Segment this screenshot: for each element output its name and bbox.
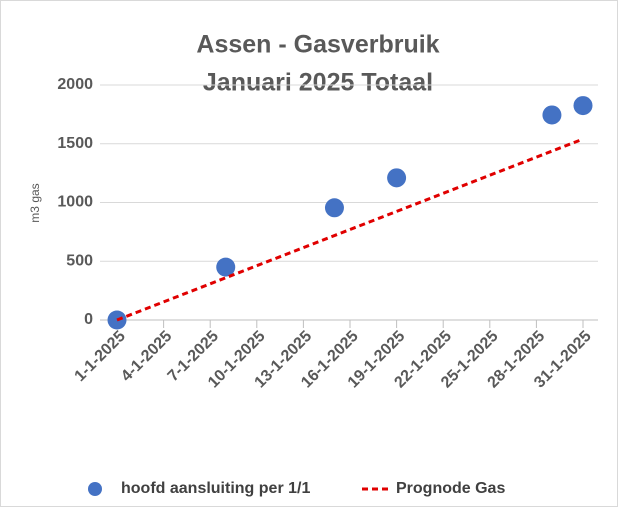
legend-marker	[88, 482, 102, 496]
chart-title: Januari 2025 Totaal	[203, 69, 433, 97]
line	[116, 137, 584, 322]
y-axis-label: m3 gas	[28, 183, 42, 222]
point	[387, 168, 407, 188]
y-tick-label: 2000	[57, 76, 93, 93]
legend-label: hoofd aansluiting per 1/1	[121, 480, 310, 497]
y-tick-label: 1500	[57, 135, 93, 152]
legend-label: Prognode Gas	[396, 480, 505, 497]
chart-title: Assen - Gasverbruik	[196, 31, 439, 59]
y-tick-label: 1000	[57, 194, 93, 211]
point	[573, 96, 593, 116]
point	[324, 198, 344, 218]
y-tick-label: 0	[84, 311, 93, 328]
y-tick-label: 500	[66, 252, 93, 269]
point	[542, 105, 562, 125]
point	[216, 257, 236, 277]
